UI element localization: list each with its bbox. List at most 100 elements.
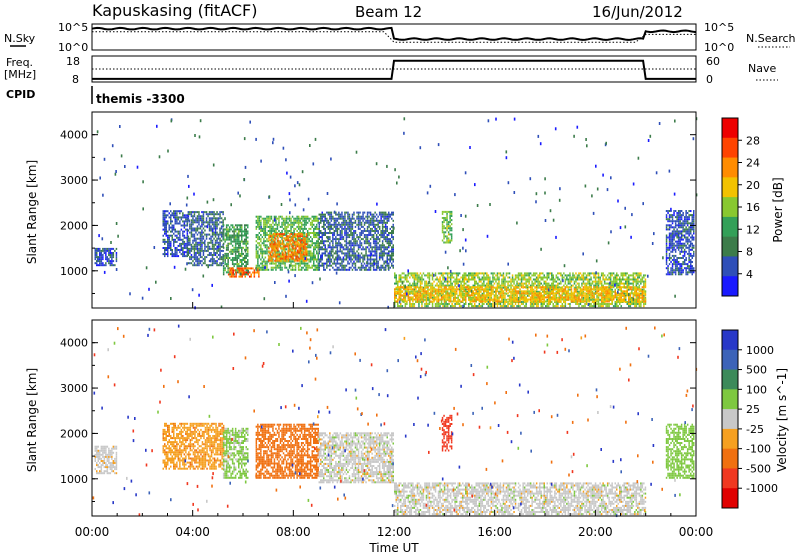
heatmap-cell — [176, 247, 178, 249]
heatmap-cell — [305, 256, 307, 259]
heatmap-cell — [366, 230, 369, 232]
heatmap-cell — [612, 305, 615, 308]
heatmap-cell — [230, 224, 232, 227]
heatmap-cell — [366, 256, 369, 259]
heatmap-cell — [324, 250, 326, 253]
heatmap-cell — [318, 262, 320, 265]
heatmap-cell — [173, 238, 175, 241]
heatmap-cell — [329, 230, 331, 232]
heatmap-cell — [606, 305, 609, 308]
heatmap-cell — [187, 262, 190, 265]
heatmap-cell — [365, 268, 367, 271]
heatmap-cell — [105, 258, 107, 261]
heatmap-cell — [446, 274, 449, 277]
heatmap-cell — [318, 236, 320, 239]
heatmap-cell — [204, 225, 206, 228]
heatmap-cell — [462, 292, 464, 295]
heatmap-cell — [273, 266, 276, 269]
heatmap-cell — [388, 232, 390, 234]
heatmap-cell — [341, 262, 343, 265]
heatmap-cell — [366, 264, 369, 267]
heatmap-cell — [293, 243, 296, 246]
heatmap-cell — [363, 266, 366, 269]
heatmap-cell — [240, 267, 242, 270]
heatmap-cell — [239, 246, 241, 249]
heatmap-cell — [306, 232, 309, 234]
heatmap-cell — [300, 252, 303, 255]
heatmap-cell — [446, 280, 449, 283]
heatmap-cell — [528, 272, 530, 275]
heatmap-cell — [498, 276, 500, 279]
heatmap-cell — [258, 256, 261, 259]
heatmap-cell — [622, 282, 624, 285]
heatmap-cell — [214, 254, 217, 256]
heatmap-cell — [557, 305, 559, 308]
heatmap-cell — [344, 244, 346, 247]
heatmap-cell — [282, 223, 285, 226]
heatmap-cell — [466, 294, 468, 297]
heatmap-cell — [236, 269, 238, 272]
heatmap-cell — [186, 216, 189, 219]
heatmap-cell — [278, 266, 280, 269]
heatmap-cell — [238, 236, 240, 239]
heatmap-cell — [427, 284, 429, 287]
heatmap-cell — [318, 246, 320, 249]
heatmap-cell — [198, 237, 200, 240]
heatmap-cell — [276, 232, 279, 234]
cpid-value: themis -3300 — [96, 92, 185, 106]
heatmap-cell — [268, 255, 270, 258]
heatmap-cell — [522, 278, 524, 281]
heatmap-cell — [270, 230, 273, 232]
heatmap-cell — [563, 284, 565, 287]
heatmap-cell — [321, 234, 323, 236]
heatmap-cell — [510, 278, 512, 281]
heatmap-cell — [227, 224, 229, 227]
heatmap-cell — [258, 244, 261, 247]
heatmap-cell — [446, 272, 449, 275]
heatmap-cell — [483, 276, 485, 279]
heatmap-cell — [187, 241, 190, 244]
heatmap-cell — [202, 231, 205, 234]
heatmap-cell — [329, 258, 331, 261]
heatmap-cell — [185, 216, 187, 219]
heatmap-cell — [208, 241, 211, 244]
nsky-label: N.Sky — [4, 32, 36, 45]
heatmap-cell — [339, 234, 342, 236]
heatmap-cell — [306, 217, 309, 220]
heatmap-cell — [193, 245, 196, 248]
heatmap-cell — [244, 271, 246, 274]
heatmap-cell — [204, 229, 206, 232]
heatmap-cell — [257, 219, 259, 222]
heatmap-cell — [305, 240, 307, 243]
heatmap-cell — [214, 252, 217, 254]
heatmap-cell — [347, 248, 349, 251]
heatmap-cell — [335, 246, 337, 249]
heatmap-cell — [605, 282, 607, 285]
heatmap-cell — [231, 261, 234, 263]
heatmap-cell — [266, 244, 268, 247]
heatmap-cell — [199, 233, 202, 236]
heatmap-cell — [608, 286, 610, 289]
heatmap-cell — [587, 272, 589, 275]
heatmap-cell — [165, 249, 167, 251]
heatmap-cell — [326, 254, 328, 257]
heatmap-cell — [195, 221, 197, 224]
heatmap-cell — [261, 256, 264, 259]
heatmap-cell — [611, 282, 613, 285]
heatmap-cell — [314, 232, 316, 234]
heatmap-cell — [489, 305, 491, 308]
heatmap-cell — [578, 276, 580, 279]
heatmap-cell — [449, 284, 452, 287]
heatmap-cell — [179, 249, 181, 251]
heatmap-cell — [289, 241, 291, 244]
heatmap-cell — [502, 286, 505, 289]
heatmap-cell — [395, 290, 397, 293]
heatmap-cell — [561, 276, 564, 279]
heatmap-cell — [299, 247, 302, 250]
heatmap-cell — [369, 254, 372, 257]
heatmap-cell — [338, 266, 340, 269]
heatmap-cell — [173, 224, 175, 227]
heatmap-cell — [300, 268, 303, 271]
heatmap-cell — [525, 280, 527, 283]
heatmap-cell — [545, 290, 547, 293]
